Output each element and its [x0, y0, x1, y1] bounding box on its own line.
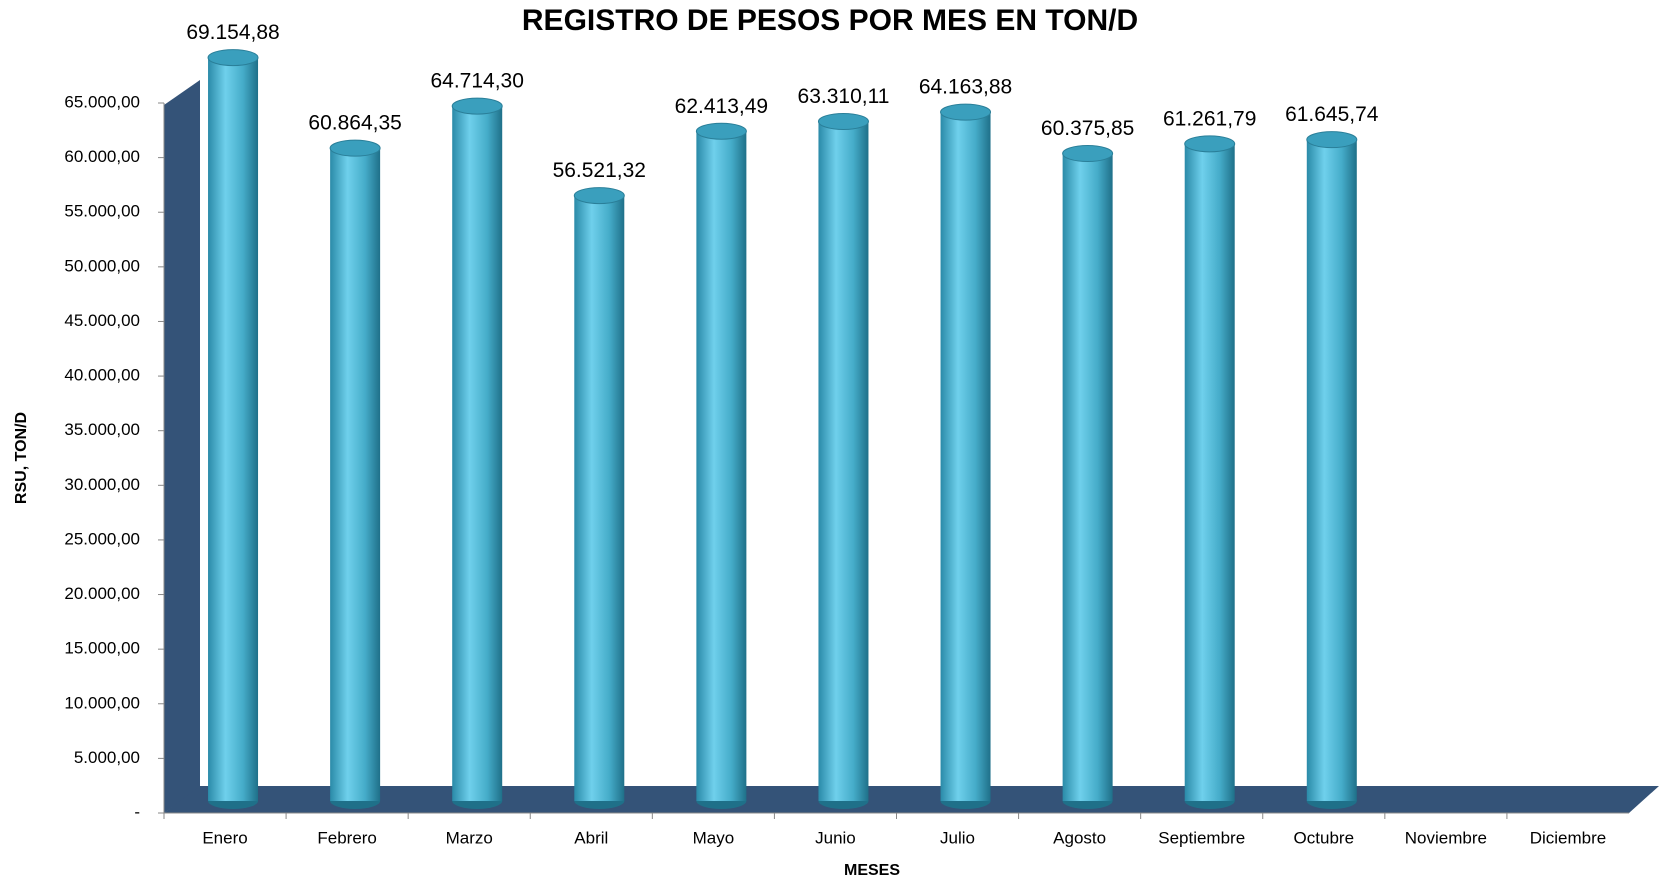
value-label: 60.375,85: [1041, 117, 1134, 140]
y-tick-label: 50.000,00: [64, 256, 140, 275]
bar: [940, 112, 991, 802]
y-tick-label: 65.000,00: [64, 92, 140, 111]
x-tick-label: Marzo: [446, 828, 493, 847]
value-label: 60.864,35: [308, 112, 401, 135]
side-wall: [164, 80, 200, 813]
x-tick-label: Noviembre: [1405, 828, 1487, 847]
y-tick-label: -: [134, 802, 140, 821]
value-label: 63.310,11: [798, 85, 890, 108]
x-tick-label: Septiembre: [1158, 828, 1245, 847]
value-label: 61.261,79: [1163, 107, 1256, 130]
bar: [574, 195, 625, 801]
bar-top: [207, 49, 259, 67]
bar: [208, 57, 259, 802]
x-tick-label: Julio: [940, 828, 975, 847]
bar-top: [1306, 131, 1358, 149]
value-label: 61.645,74: [1285, 103, 1379, 126]
bar: [452, 106, 503, 801]
bar: [1062, 153, 1113, 801]
value-label: 62.413,49: [675, 95, 768, 118]
y-tick-label: 25.000,00: [64, 529, 140, 548]
bar-top: [1062, 145, 1114, 163]
value-label: 56.521,32: [553, 159, 646, 182]
x-axis-title: MESES: [844, 862, 900, 879]
y-tick-label: 5.000,00: [74, 748, 140, 767]
x-tick-label: Agosto: [1053, 828, 1106, 847]
x-tick-label: Febrero: [317, 828, 377, 847]
value-label: 69.154,88: [186, 21, 279, 44]
bar-top: [329, 139, 381, 157]
y-tick-label: 55.000,00: [64, 202, 140, 221]
bar-top: [817, 112, 869, 130]
y-tick-label: 20.000,00: [64, 584, 140, 603]
y-axis-title: RSU, TON/D: [13, 412, 30, 504]
bar-top: [573, 187, 625, 205]
value-label: 64.163,88: [919, 76, 1012, 99]
y-tick-label: 15.000,00: [64, 639, 140, 658]
y-tick-label: 45.000,00: [64, 311, 140, 330]
x-tick-label: Diciembre: [1530, 828, 1607, 847]
y-tick-label: 40.000,00: [64, 366, 140, 385]
bar-top: [940, 103, 992, 121]
y-tick-label: 60.000,00: [64, 147, 140, 166]
x-tick-label: Abril: [574, 828, 608, 847]
x-tick-label: Junio: [815, 828, 856, 847]
bar-top: [1184, 135, 1236, 153]
y-tick-label: 10.000,00: [64, 693, 140, 712]
bar-top: [451, 97, 503, 115]
x-tick-label: Mayo: [693, 828, 735, 847]
bar-top: [695, 122, 747, 140]
bar: [696, 131, 747, 801]
y-tick-label: 35.000,00: [64, 420, 140, 439]
x-tick-label: Octubre: [1294, 828, 1354, 847]
bar: [818, 121, 869, 801]
bar: [1184, 143, 1235, 801]
bar: [330, 148, 381, 802]
y-tick-label: 30.000,00: [64, 475, 140, 494]
floor: [164, 786, 1659, 813]
value-label: 64.714,30: [430, 70, 523, 93]
bar: [1306, 139, 1357, 801]
x-tick-label: Enero: [202, 828, 247, 847]
chart-title: REGISTRO DE PESOS POR MES EN TON/D: [522, 4, 1138, 37]
